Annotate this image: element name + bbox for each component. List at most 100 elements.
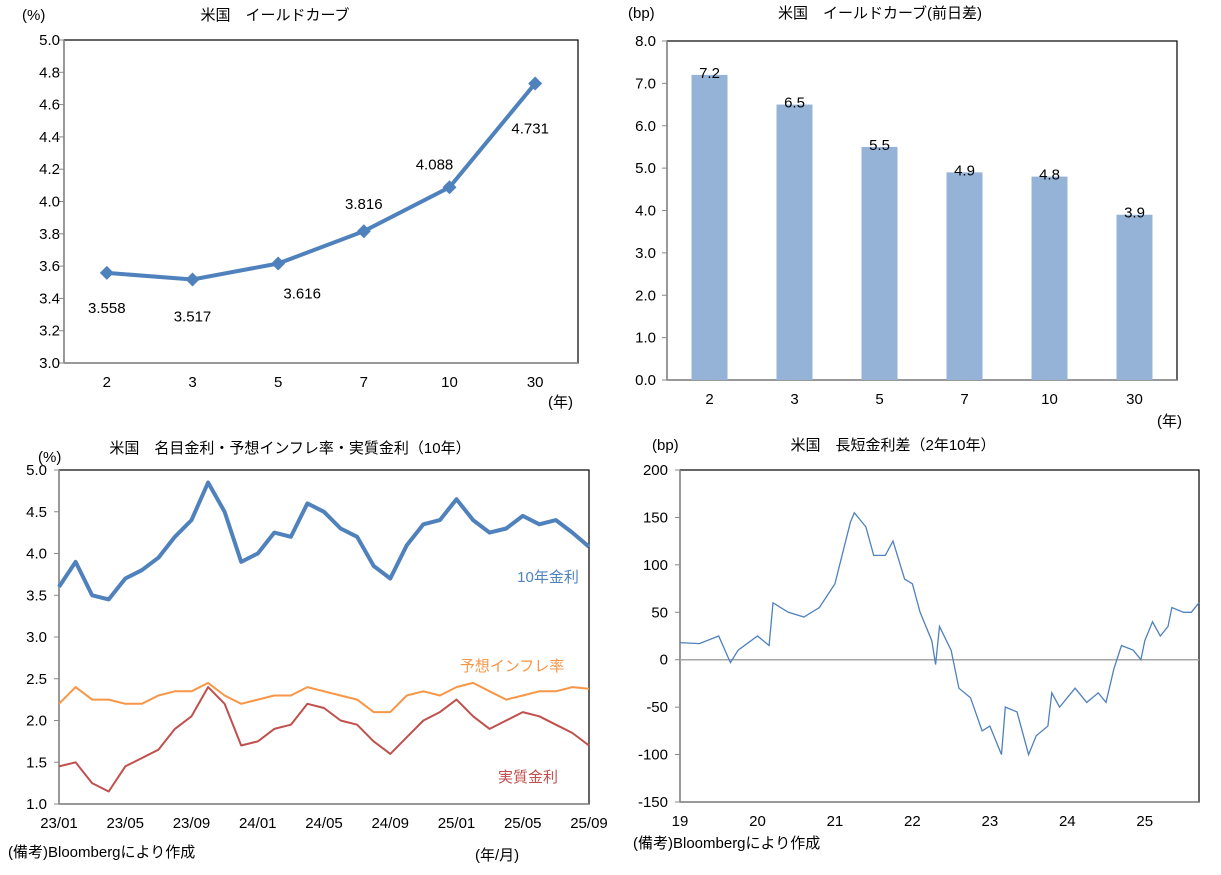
y-tick-label: 100 <box>643 557 668 574</box>
x-tick-label: 23/05 <box>106 815 144 832</box>
y-tick-label: 5.0 <box>26 462 47 479</box>
data-label: 7.2 <box>699 65 720 82</box>
data-point-marker <box>528 76 543 91</box>
data-label: 3.558 <box>88 300 126 317</box>
series-line <box>106 82 537 282</box>
x-tick-label: 25/05 <box>504 815 542 832</box>
data-label: 5.5 <box>869 137 890 154</box>
data-point-marker <box>271 256 286 271</box>
data-label: 6.5 <box>784 95 805 112</box>
x-tick-label: 21 <box>827 813 844 830</box>
x-axis-unit: (年/月) <box>475 847 519 864</box>
chart-title: 米国 イールドカーブ <box>200 6 349 24</box>
yield-curve-change-chart: 米国 イールドカーブ(前日差) (bp) (年) <box>628 4 1182 430</box>
y-tick-label: 3.5 <box>26 587 47 604</box>
y-tick-label: 5.0 <box>39 32 60 49</box>
x-tick-label: 10 <box>441 374 458 391</box>
data-point-marker <box>442 180 457 195</box>
plot-area <box>666 40 1178 381</box>
y-tick-label: 4.2 <box>39 161 60 178</box>
x-tick-label: 5 <box>274 374 282 391</box>
yield-spread-chart: 米国 長短金利差（2年10年） (bp) (備考)Bloombergにより作成 <box>633 437 996 852</box>
y-tick-label: -50 <box>646 699 668 716</box>
data-label: 4.088 <box>416 156 454 173</box>
y-tick-label: 4.6 <box>39 97 60 114</box>
y-tick-label: 5.0 <box>635 160 656 177</box>
y-tick-label: 7.0 <box>635 75 656 92</box>
y-tick-label: 3.0 <box>39 355 60 372</box>
data-label: 4.9 <box>954 162 975 179</box>
series-label: 10年金利 <box>517 569 579 586</box>
series-line <box>58 686 590 793</box>
x-tick-label: 25/01 <box>438 815 476 832</box>
data-label: 3.816 <box>345 196 383 213</box>
x-tick-label: 24/01 <box>239 815 277 832</box>
chart-title: 米国 イールドカーブ(前日差) <box>778 4 982 22</box>
source-note: (備考)Bloombergにより作成 <box>633 835 820 852</box>
y-tick-label: 4.0 <box>39 194 60 211</box>
x-tick-label: 20 <box>749 813 766 830</box>
y-tick-label: 1.0 <box>635 330 656 347</box>
y-tick-label: 2.0 <box>26 713 47 730</box>
x-tick-label: 25 <box>1136 813 1153 830</box>
series-line <box>679 511 1200 757</box>
x-tick-label: 7 <box>360 374 368 391</box>
bar <box>946 172 983 380</box>
data-point-marker <box>185 272 200 287</box>
data-label: 3.616 <box>283 286 321 303</box>
y-axis-unit: (bp) <box>652 437 679 454</box>
x-tick-label: 23 <box>982 813 999 830</box>
y-tick-label: 3.4 <box>39 290 60 307</box>
y-tick-label: -150 <box>638 794 668 811</box>
series-label: 実質金利 <box>498 768 558 786</box>
x-tick-label: 25/09 <box>570 815 608 832</box>
real-rate-chart: 米国 名目金利・予想インフレ率・実質金利（10年） (%) (年/月) (備考)… <box>8 439 519 864</box>
x-tick-label: 23/09 <box>173 815 211 832</box>
y-tick-label: 4.0 <box>635 203 656 220</box>
y-tick-label: 4.5 <box>26 504 47 521</box>
y-tick-label: 1.5 <box>26 754 47 771</box>
x-tick-label: 10 <box>1041 391 1058 408</box>
y-tick-label: 200 <box>643 462 668 479</box>
x-tick-label: 24/05 <box>305 815 343 832</box>
y-tick-label: 3.0 <box>26 629 47 646</box>
y-tick-label: 0 <box>660 652 668 669</box>
series-label: 予想インフレ率 <box>460 658 565 675</box>
x-tick-label: 24/09 <box>371 815 409 832</box>
plot-area <box>63 39 579 364</box>
source-note: (備考)Bloombergにより作成 <box>8 844 195 861</box>
data-point-marker <box>99 265 114 280</box>
y-tick-label: 2.5 <box>26 671 47 688</box>
series-line <box>57 480 591 602</box>
data-point-marker <box>356 224 371 239</box>
y-tick-label: 4.0 <box>26 546 47 563</box>
bar <box>1116 214 1153 380</box>
data-label: 3.517 <box>174 309 212 326</box>
x-tick-label: 5 <box>875 391 883 408</box>
data-label: 3.9 <box>1124 205 1145 222</box>
x-axis-unit: (年) <box>548 394 573 411</box>
x-tick-label: 3 <box>790 391 798 408</box>
y-axis-unit: (%) <box>38 449 61 466</box>
x-tick-label: 30 <box>527 374 544 391</box>
y-tick-label: 3.8 <box>39 226 60 243</box>
x-tick-label: 19 <box>672 813 689 830</box>
y-tick-label: 150 <box>643 509 668 526</box>
y-axis-unit: (bp) <box>628 5 655 22</box>
x-tick-label: 22 <box>904 813 921 830</box>
y-tick-label: 50 <box>651 604 668 621</box>
y-tick-label: 3.0 <box>635 245 656 262</box>
x-axis-unit: (年) <box>1157 413 1182 430</box>
y-tick-label: -100 <box>638 747 668 764</box>
bar <box>776 104 813 380</box>
series-line <box>58 681 590 714</box>
x-tick-label: 3 <box>188 374 196 391</box>
y-tick-label: 6.0 <box>635 118 656 135</box>
plot-area <box>58 469 590 805</box>
y-tick-label: 2.0 <box>635 287 656 304</box>
bar <box>691 74 728 381</box>
x-tick-label: 2 <box>705 391 713 408</box>
y-axis-unit: (%) <box>22 7 45 24</box>
x-tick-label: 30 <box>1126 391 1143 408</box>
